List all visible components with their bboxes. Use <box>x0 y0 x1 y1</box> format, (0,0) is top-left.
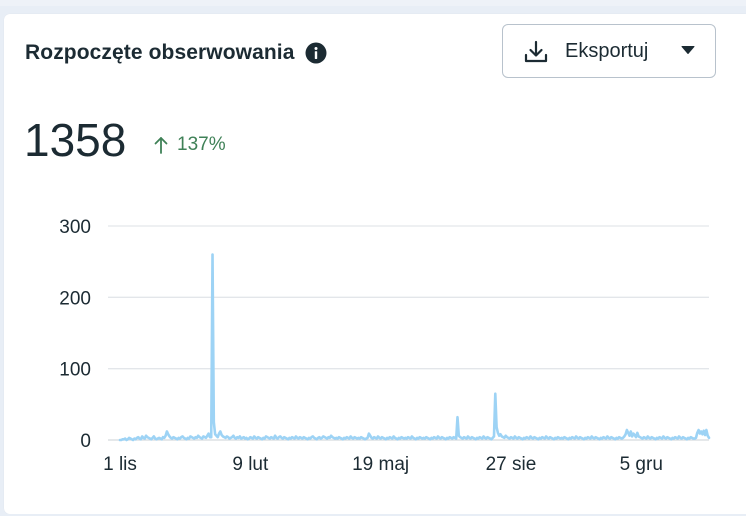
info-icon[interactable] <box>305 42 327 64</box>
chart-grid <box>108 225 709 441</box>
x-tick-label: 1 lis <box>103 454 137 475</box>
export-button[interactable]: Eksportuj <box>502 24 716 78</box>
total-followers-value: 1358 <box>24 114 127 166</box>
y-axis: 0 100 200 300 <box>59 217 91 452</box>
arrow-up-icon <box>154 137 168 154</box>
followers-card <box>4 14 746 514</box>
y-tick-label: 200 <box>59 288 91 309</box>
change-indicator: 137% <box>153 134 226 156</box>
x-tick-label: 9 lut <box>232 454 269 475</box>
x-axis: 1 lis 9 lut 19 maj 27 sie 5 gru <box>103 454 663 475</box>
y-tick-label: 0 <box>80 431 91 452</box>
export-button-label: Eksportuj <box>565 40 649 62</box>
y-tick-label: 300 <box>59 217 91 238</box>
card-title: Rozpoczęte obserwowania <box>25 41 295 64</box>
change-percentage: 137% <box>177 134 226 155</box>
window-top-strip <box>0 0 746 6</box>
card-header: Rozpoczęte obserwowania <box>25 41 327 65</box>
y-tick-label: 100 <box>59 360 91 381</box>
x-tick-label: 19 maj <box>352 454 409 475</box>
series-line <box>118 253 711 442</box>
window-bottom-strip <box>0 514 746 516</box>
chart-series <box>118 253 711 442</box>
caret-down-icon <box>681 46 695 54</box>
x-tick-label: 5 gru <box>620 454 663 475</box>
x-tick-label: 27 sie <box>486 454 537 475</box>
download-icon <box>524 40 548 63</box>
